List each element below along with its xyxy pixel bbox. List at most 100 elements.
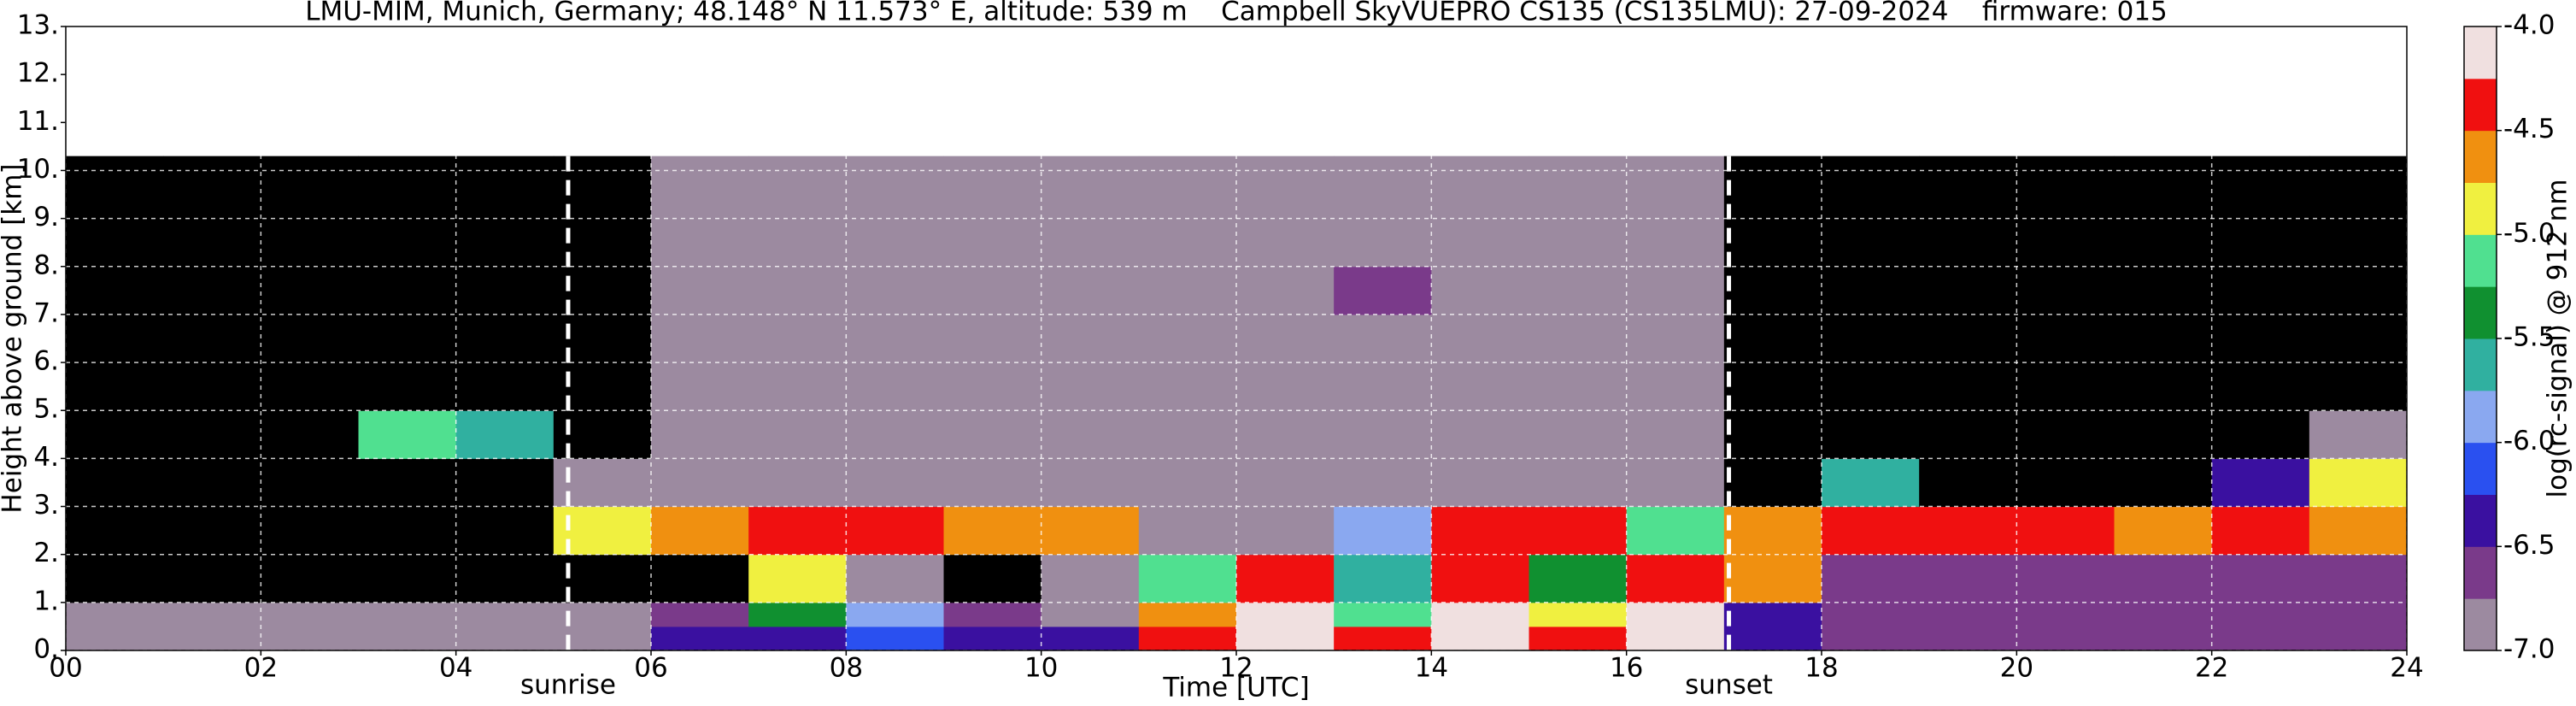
- heatmap-cell: [1723, 266, 1822, 315]
- heatmap-cell: [748, 362, 847, 411]
- x-tick-label: 08: [830, 653, 863, 684]
- heatmap-cell: [2211, 314, 2310, 363]
- colorbar-cell: [2464, 338, 2497, 391]
- heatmap-cell: [455, 362, 555, 411]
- heatmap-cell: [651, 266, 749, 315]
- heatmap-cell: [1822, 156, 1920, 220]
- x-tick-label: 10: [1024, 653, 1058, 684]
- heatmap-cell: [358, 554, 457, 603]
- heatmap-cell: [163, 314, 261, 363]
- heatmap-cell: [1529, 626, 1628, 651]
- heatmap-cell: [1041, 266, 1140, 315]
- heatmap-cell: [748, 218, 847, 268]
- x-tick-label: 06: [634, 653, 667, 684]
- heatmap-cell: [1431, 314, 1529, 363]
- heatmap-cell: [1041, 362, 1140, 411]
- heatmap-cell: [2016, 266, 2115, 315]
- heatmap-cell: [66, 554, 164, 603]
- heatmap-cell: [1626, 314, 1725, 363]
- x-tick-label: 00: [49, 653, 82, 684]
- heatmap-cell: [846, 410, 944, 459]
- heatmap-cell: [66, 218, 164, 268]
- heatmap-cell: [748, 266, 847, 315]
- heatmap-cell: [358, 602, 457, 627]
- heatmap-cell: [261, 554, 359, 603]
- y-tick-label: 9.: [33, 202, 59, 232]
- heatmap-cell: [1236, 314, 1335, 363]
- heatmap-cell: [943, 156, 1042, 220]
- heatmap-cell: [1138, 458, 1237, 508]
- heatmap-cell: [1334, 218, 1432, 268]
- heatmap-cell: [1041, 156, 1140, 220]
- heatmap-cell: [2211, 554, 2310, 603]
- heatmap-cell: [2211, 602, 2310, 627]
- heatmap-cell: [455, 266, 555, 315]
- heatmap-cell: [1236, 266, 1335, 315]
- heatmap-cell: [651, 506, 749, 556]
- heatmap-cell: [1334, 554, 1432, 603]
- heatmap-cell: [1822, 218, 1920, 268]
- heatmap-cell: [943, 506, 1042, 556]
- x-tick-label: 12: [1219, 653, 1253, 684]
- heatmap-cell: [1334, 626, 1432, 651]
- heatmap-cell: [1529, 410, 1628, 459]
- y-tick-label: 1.: [33, 585, 59, 616]
- heatmap-cell: [748, 506, 847, 556]
- heatmap-cell: [1431, 506, 1529, 556]
- heatmap-cell: [1138, 266, 1237, 315]
- heatmap-cell: [455, 156, 555, 220]
- colorbar-cell: [2464, 130, 2497, 183]
- heatmap-cell: [261, 362, 359, 411]
- heatmap-cell: [358, 506, 457, 556]
- y-tick-label: 2.: [33, 538, 59, 568]
- heatmap-cell: [66, 602, 164, 627]
- heatmap-cell: [2309, 156, 2408, 220]
- heatmap-cell: [2114, 218, 2213, 268]
- heatmap-cell: [2016, 554, 2115, 603]
- heatmap-cell: [2016, 156, 2115, 220]
- heatmap-cell: [1236, 602, 1335, 627]
- heatmap-cell: [163, 362, 261, 411]
- heatmap-cell: [1529, 156, 1628, 220]
- heatmap-cell: [1041, 506, 1140, 556]
- heatmap-cell: [2211, 362, 2310, 411]
- colorbar-tick-label: -6.0: [2503, 426, 2555, 456]
- colorbar-label: log(rc-signal) @ 912 nm: [2543, 179, 2573, 497]
- heatmap-cell: [1723, 506, 1822, 556]
- heatmap-cell: [1529, 554, 1628, 603]
- x-tick-label: 04: [439, 653, 472, 684]
- heatmap-cell: [1822, 506, 1920, 556]
- heatmap-cell: [358, 156, 457, 220]
- annotation-label: sunrise: [520, 670, 616, 701]
- heatmap-cell: [1919, 410, 2017, 459]
- heatmap-cell: [1431, 266, 1529, 315]
- colorbar-cell: [2464, 182, 2497, 235]
- heatmap-cell: [651, 626, 749, 651]
- heatmap-cell: [846, 314, 944, 363]
- heatmap-cell: [2114, 506, 2213, 556]
- heatmap-cell: [1822, 266, 1920, 315]
- heatmap-cell: [66, 458, 164, 508]
- colorbar-cell: [2464, 598, 2497, 651]
- heatmap-cell: [943, 410, 1042, 459]
- heatmap-cell: [2309, 314, 2408, 363]
- heatmap-cell: [2211, 458, 2310, 508]
- heatmap-cell: [2309, 626, 2408, 651]
- heatmap-cell: [2309, 362, 2408, 411]
- heatmap-cell: [163, 626, 261, 651]
- y-tick-label: 5.: [33, 394, 59, 425]
- heatmap-cell: [651, 362, 749, 411]
- heatmap-cell: [2211, 410, 2310, 459]
- heatmap-cell: [1041, 458, 1140, 508]
- y-tick-label: 0.: [33, 634, 59, 665]
- heatmap-cell: [455, 554, 555, 603]
- heatmap-cell: [1626, 554, 1725, 603]
- heatmap-cell: [1822, 602, 1920, 627]
- heatmap-cell: [2016, 602, 2115, 627]
- chart-title: LMU-MIM, Munich, Germany; 48.148° N 11.5…: [305, 0, 2168, 27]
- heatmap-cell: [943, 218, 1042, 268]
- heatmap-cell: [651, 602, 749, 627]
- heatmap-cell: [2309, 410, 2408, 459]
- heatmap-cell: [2309, 458, 2408, 508]
- heatmap-cell: [1431, 362, 1529, 411]
